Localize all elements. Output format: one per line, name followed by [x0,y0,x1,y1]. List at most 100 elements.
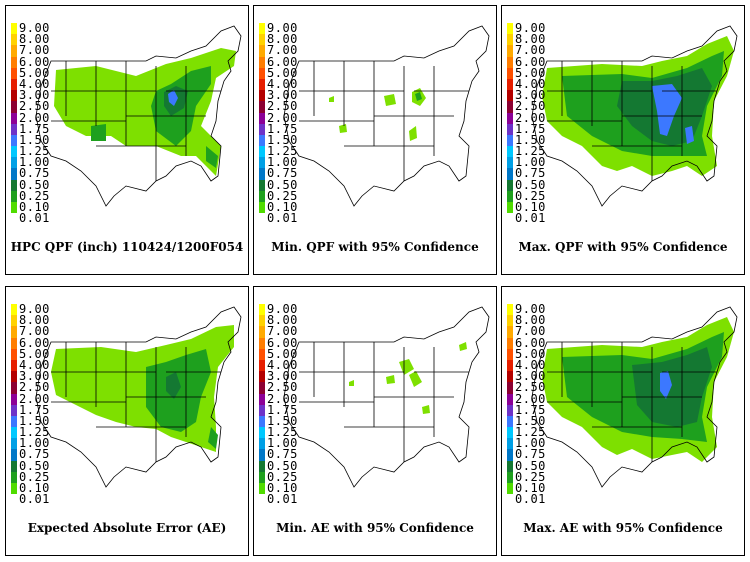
scale-label: 1.00 [267,155,298,170]
scale-swatch [259,123,265,135]
scale-label: 0.10 [267,481,298,495]
scale-label: 0.75 [19,166,50,181]
scale-swatch [507,348,513,360]
scale-swatch [259,101,265,113]
scale-label: 0.50 [515,177,546,192]
scale-label: 0.01 [19,211,50,226]
scale-swatch [259,382,265,394]
scale-swatch [507,494,513,506]
scale-row: 0.10 [507,481,567,495]
scale-row: 5.00 [11,67,71,79]
scale-row: 1.50 [11,415,71,428]
scale-swatch [259,304,265,316]
scale-row: 7.00 [507,44,567,57]
scale-label: 4.00 [515,357,546,372]
scale-row: 4.00 [507,357,567,372]
scale-label: 0.25 [515,469,546,484]
scale-row: 2.00 [507,393,567,405]
scale-row: 9.00 [507,21,567,35]
scale-swatch [507,471,513,483]
scale-row: 0.25 [259,188,319,203]
scale-row: 0.50 [259,179,319,191]
scale-swatch [507,371,513,383]
scale-swatch [11,438,17,450]
scale-label: 0.01 [19,492,50,507]
scale-label: 3.00 [267,369,298,384]
scale-row: 0.10 [507,201,567,214]
scale-row: 0.75 [11,448,71,461]
scale-label: 1.00 [267,436,298,451]
scale-swatch [507,34,513,46]
scale-swatch [11,168,17,180]
scale-swatch [259,460,265,472]
scale-label: 1.50 [515,132,546,147]
scale-label: 0.25 [267,188,298,203]
scale-row: 5.00 [507,67,567,79]
scale-label: 7.00 [19,43,50,58]
scale-swatch [259,326,265,338]
scale-swatch [11,494,17,506]
scale-label: 2.50 [515,99,546,114]
scale-label: 5.00 [515,346,546,361]
scale-swatch [11,34,17,46]
scale-swatch [507,157,513,169]
scale-label: 4.00 [267,357,298,372]
scale-swatch [259,427,265,439]
map-max-ae [531,306,738,488]
scale-label: 1.50 [19,132,50,147]
scale-row: 1.00 [507,156,567,169]
scale-row: 1.25 [507,426,567,439]
scale-label: 9.00 [515,21,546,35]
scale-swatch [507,168,513,180]
scale-row: 0.01 [259,493,319,506]
scale-row: 8.00 [11,314,71,327]
scale-swatch [11,471,17,483]
scale-label: 1.25 [267,144,298,159]
scale-row: 1.75 [259,404,319,416]
scale-row: 0.50 [507,460,567,472]
scale-label: 1.25 [267,425,298,440]
scale-row: 3.00 [259,89,319,102]
scale-swatch [507,483,513,495]
scale-swatch [259,471,265,483]
scale-row: 1.75 [11,123,71,135]
scale-row: 6.00 [11,54,71,69]
scale-row: 1.00 [507,437,567,450]
scale-swatch [11,348,17,360]
scale-label: 0.10 [515,481,546,495]
scale-swatch [11,90,17,102]
scale-row: 2.50 [507,381,567,394]
scale-label: 0.50 [267,458,298,473]
panel-min-ae: 9.00 8.00 7.00 6.00 5.00 4.00 3.00 2.50 … [253,286,497,556]
scale-swatch [259,483,265,495]
scale-swatch [259,78,265,91]
panel-min-qpf: 9.00 8.00 7.00 6.00 5.00 4.00 3.00 2.50 … [253,5,497,275]
scale-row: 0.10 [11,201,71,214]
scale-swatch [11,190,17,202]
scale-label: 1.75 [515,121,546,136]
scale-label: 6.00 [19,54,50,69]
scale-swatch [259,56,265,68]
scale-label: 1.75 [19,402,50,417]
scale-label: 3.00 [19,369,50,384]
scale-label: 8.00 [515,313,546,328]
scale-swatch [507,393,513,405]
scale-swatch [11,23,17,35]
scale-label: 2.50 [19,99,50,114]
scale-row: 0.25 [507,190,567,202]
scale-label: 1.25 [515,144,546,159]
scale-label: 6.00 [515,335,546,350]
panel-max-ae: 9.00 8.00 7.00 6.00 5.00 4.00 3.00 2.50 … [501,286,745,556]
scale-label: 4.00 [19,76,50,91]
scale-row: 6.00 [11,337,71,349]
scale-swatch [259,404,265,416]
scale-swatch [507,67,513,79]
scale-label: 4.00 [267,76,298,91]
scale-swatch [11,157,17,169]
scale-swatch [507,123,513,135]
scale-swatch [507,202,513,214]
scale-row: 0.25 [259,471,319,483]
scale-row: 5.00 [259,348,319,360]
scale-row: 1.25 [259,425,319,440]
scale-label: 1.00 [19,155,50,170]
